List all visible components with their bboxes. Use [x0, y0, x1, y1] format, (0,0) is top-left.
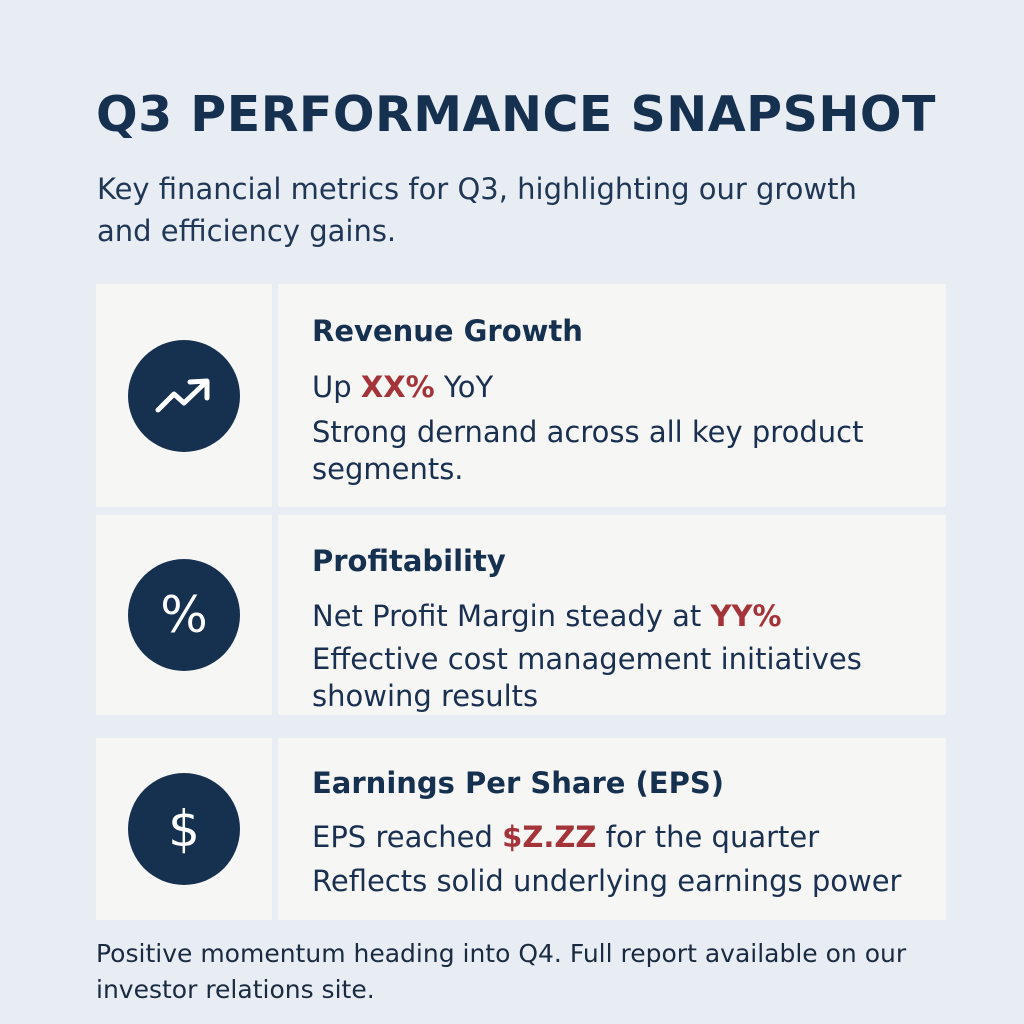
- metric-text-cell: Earnings Per Share (EPS) EPS reached $Z.…: [278, 738, 946, 920]
- metric-icon-cell: [96, 284, 272, 507]
- metric-value-highlight: XX%: [360, 370, 435, 404]
- metric-title: Earnings Per Share (EPS): [312, 766, 724, 800]
- trending-up-arrow-icon: [128, 339, 240, 452]
- metric-text-cell: Revenue Growth Up XX% YoY Strong dernand…: [278, 284, 946, 507]
- metric-value-suffix: YoY: [434, 370, 494, 404]
- page-subtitle: Key financial metrics for Q3, highlighti…: [97, 172, 857, 248]
- metric-value: EPS reached $Z.ZZ for the quarter: [312, 820, 819, 854]
- metric-value-prefix: Up: [312, 370, 361, 404]
- metric-row-revenue-growth: Revenue Growth Up XX% YoY Strong dernand…: [96, 284, 946, 507]
- metric-value: Net Profit Margin steady at YY%: [312, 599, 782, 633]
- metric-title: Profitability: [312, 544, 506, 578]
- page-title: Q3 PERFORMANCE SNAPSHOT: [96, 86, 936, 143]
- metric-row-eps: $ Earnings Per Share (EPS) EPS reached $…: [96, 738, 946, 920]
- metric-value-prefix: EPS reached: [312, 820, 503, 854]
- metric-row-profitability: % Profitability Net Profit Margin steady…: [96, 515, 946, 715]
- dollar-glyph: $: [168, 800, 200, 858]
- percent-glyph: %: [160, 586, 208, 644]
- metric-value: Up XX% YoY: [312, 370, 493, 404]
- metric-value-suffix: for the quarter: [596, 820, 820, 854]
- metric-icon-cell: %: [96, 515, 272, 715]
- metric-value-highlight: $Z.ZZ: [502, 820, 597, 854]
- metric-description: Reflects solid underlying earnings power: [312, 864, 902, 898]
- metric-value-prefix: Net Profit Margin steady at: [312, 599, 711, 633]
- metric-title: Revenue Growth: [312, 314, 583, 348]
- footer-note: Positive momentum heading into Q4. Full …: [96, 939, 907, 1004]
- metric-description: Effective cost management initiatives sh…: [312, 642, 862, 713]
- metric-icon-cell: $: [96, 738, 272, 920]
- metric-value-highlight: YY%: [710, 599, 782, 633]
- metric-text-cell: Profitability Net Profit Margin steady a…: [278, 515, 946, 715]
- metric-description: Strong dernand across all key product se…: [312, 415, 864, 486]
- dollar-icon: $: [128, 773, 240, 885]
- percent-icon: %: [128, 559, 240, 671]
